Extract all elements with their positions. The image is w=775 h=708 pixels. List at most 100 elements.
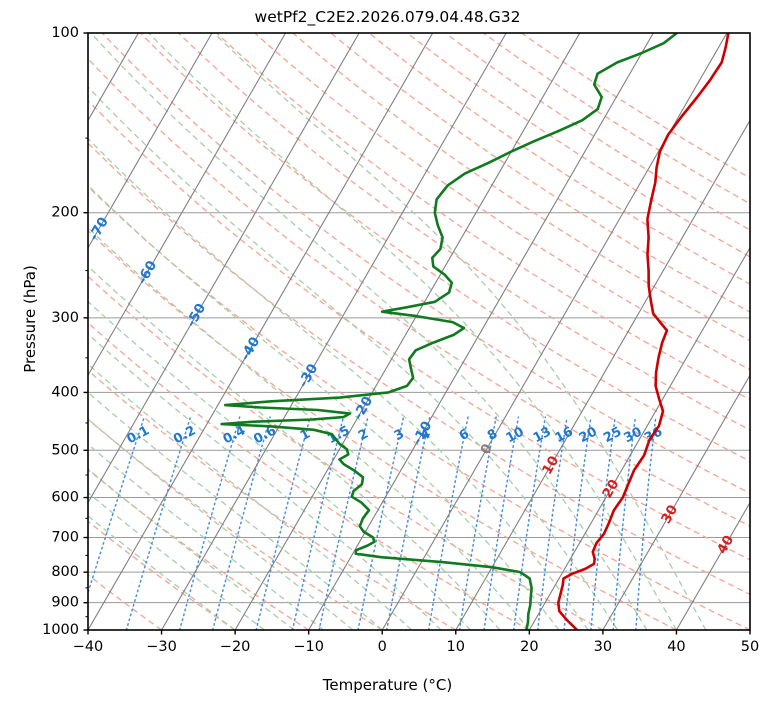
dewpoint-profile (220, 33, 679, 630)
y-tick-label: 300 (51, 310, 79, 326)
moist-adiabat (213, 33, 707, 630)
isotherm-label: -60 (134, 258, 160, 287)
moist-adiabat (88, 184, 560, 630)
isotherm-label: 40 (714, 533, 737, 557)
dry-adiabat (292, 33, 750, 342)
x-tick-label: 40 (667, 639, 685, 655)
isotherm-line (88, 33, 287, 377)
y-tick-label: 900 (51, 595, 79, 611)
mixing-ratio-line (178, 416, 241, 630)
moist-adiabat (88, 86, 619, 630)
moist-adiabat (88, 137, 589, 630)
mixing-ratio-label: 20 (577, 424, 600, 446)
moist-adiabat (88, 468, 295, 630)
mixing-ratio-label: 2 (356, 427, 371, 444)
isotherm-line (234, 33, 581, 630)
mixing-ratio-line (88, 416, 145, 596)
x-tick-label: 50 (741, 639, 759, 655)
y-tick-label: 100 (51, 25, 79, 41)
mixing-ratio-label: 10 (504, 424, 527, 446)
x-tick-label: −30 (146, 639, 177, 655)
dry-adiabat (88, 99, 750, 561)
isotherm-line (88, 33, 360, 504)
y-tick-label: 1000 (42, 622, 79, 638)
mixing-ratio-line (318, 416, 369, 630)
y-tick-label: 200 (51, 205, 79, 221)
mixing-ratio-line (536, 416, 568, 630)
mixing-ratio-line (255, 416, 311, 630)
mixing-ratio-label: 3 (392, 427, 407, 444)
x-tick-label: −10 (293, 639, 324, 655)
temperature-profile (557, 33, 730, 630)
isotherm-line (308, 33, 654, 630)
mixing-ratio-line (211, 416, 271, 630)
dry-adiabat (88, 520, 236, 630)
y-axis-label: Pressure (hPa) (21, 265, 39, 373)
mixing-ratio-label: 16 (553, 424, 576, 446)
mixing-ratio-line (512, 416, 547, 630)
isotherm-label: -20 (350, 394, 376, 423)
dry-adiabat (330, 33, 750, 313)
mixing-ratio-line (357, 416, 405, 630)
y-tick-label: 800 (51, 564, 79, 580)
dry-adiabat (254, 33, 750, 371)
mixing-ratio-label: 0.2 (171, 423, 198, 447)
dry-adiabat (88, 468, 310, 630)
dry-adiabat (88, 369, 457, 630)
moist-adiabat (88, 226, 530, 630)
mixing-ratio-label: 25 (601, 424, 624, 446)
moist-adiabat (88, 491, 265, 630)
isotherm-line (749, 628, 750, 630)
mixing-ratio-line (291, 416, 345, 630)
mixing-ratio-line (635, 416, 657, 630)
dry-adiabat (88, 275, 604, 630)
moist-adiabat (88, 391, 383, 630)
moist-adiabat (88, 418, 354, 630)
mixing-ratio-line (590, 416, 616, 630)
background-grid (88, 33, 750, 630)
dry-adiabat (88, 229, 677, 630)
isotherm-line (88, 33, 434, 630)
mixing-ratio-line (612, 416, 637, 630)
mixing-ratio-line (563, 416, 592, 630)
dry-adiabat (178, 33, 750, 431)
moist-adiabat (90, 33, 648, 630)
isotherm-line (675, 501, 750, 630)
dry-adiabat (88, 142, 750, 596)
isotherm-line (381, 33, 728, 630)
mixing-ratio-line (458, 416, 497, 630)
sounding-profiles (220, 33, 730, 630)
mixing-ratio-line (385, 416, 431, 630)
y-tick-label: 700 (51, 530, 79, 546)
isotherm-line (602, 374, 750, 630)
isotherm-label: 0 (477, 441, 496, 457)
isotherm-line (161, 33, 507, 630)
y-tick-label: 500 (51, 442, 79, 458)
dry-adiabat (101, 33, 750, 495)
mixing-ratio-label: 13 (531, 424, 554, 446)
moist-adiabat (88, 333, 442, 630)
x-tick-label: 30 (594, 639, 612, 655)
mixing-ratio-line (125, 416, 192, 630)
mixing-ratio-label: 0.4 (221, 423, 248, 447)
dry-adiabat (88, 57, 750, 527)
moist-adiabat (88, 300, 471, 630)
y-tick-label: 600 (51, 490, 79, 506)
mixing-ratio-line (427, 416, 469, 630)
moist-adiabat (88, 443, 324, 630)
mixing-ratio-line (483, 416, 520, 630)
axes-frame (87, 32, 751, 631)
isotherm-line (455, 119, 750, 630)
x-tick-label: 20 (520, 639, 538, 655)
dry-adiabat (88, 321, 530, 630)
dry-adiabat (88, 573, 162, 630)
dry-adiabat (521, 33, 750, 179)
isotherm-label: -70 (86, 214, 112, 243)
isotherm-line (88, 33, 213, 249)
x-tick-label: −20 (220, 639, 251, 655)
isotherm-label: -40 (237, 334, 263, 363)
moist-adiabat (88, 265, 501, 630)
